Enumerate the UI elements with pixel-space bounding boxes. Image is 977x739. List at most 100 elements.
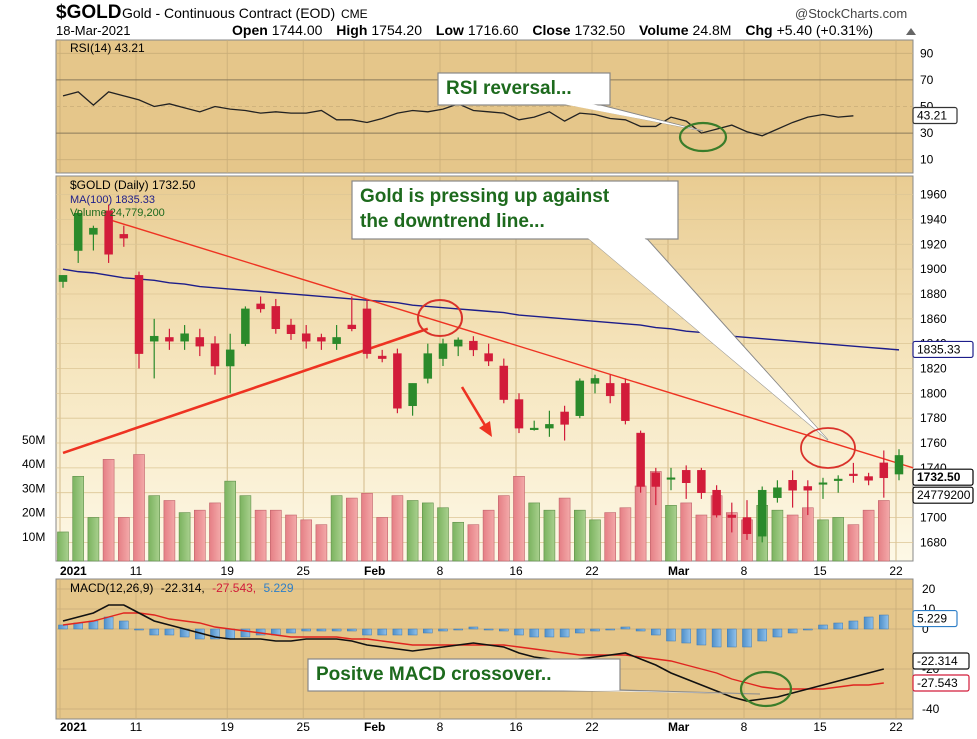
macd-hist-bar: [164, 628, 175, 636]
macd-hist-bar: [377, 628, 387, 636]
candle-body: [666, 477, 676, 480]
macd-hist-bar: [681, 628, 691, 644]
candle-body: [712, 489, 721, 516]
chart-symbol: $GOLD: [56, 2, 122, 23]
macd-value-tag-box: [912, 652, 970, 670]
candle-body: [651, 472, 661, 487]
x-tick-label-bottom: 8: [437, 720, 444, 734]
macd-hist-bar: [727, 628, 737, 648]
volume-bar: [361, 492, 373, 562]
macd-hist-bar: [818, 624, 828, 630]
candle-body: [73, 213, 83, 251]
macd-hist-bar: [286, 628, 296, 634]
low-label: Low: [435, 22, 464, 38]
open-label: Open: [232, 22, 268, 38]
macd-hist-bar: [407, 628, 418, 636]
price-tick-label: 1680: [920, 535, 947, 549]
candle-body: [180, 333, 189, 342]
x-tick-label: 11: [130, 564, 143, 578]
signal-value-tag: -27.543: [917, 676, 958, 690]
price-value-tag-box: [912, 468, 974, 486]
volume-bar: [801, 507, 814, 562]
candle-body: [499, 365, 509, 400]
macd-hist-bar: [787, 628, 798, 634]
macd-hist-bar: [590, 628, 600, 632]
price-callout-text: the downtrend line...: [360, 211, 545, 232]
candle-body: [560, 411, 569, 425]
candle-body: [894, 455, 904, 475]
volume-bar: [102, 459, 115, 562]
price-callout-text: Gold is pressing up against: [360, 186, 610, 207]
x-tick-label: 22: [585, 564, 599, 578]
ma-value-tag-box: [912, 340, 974, 359]
candle-body: [225, 349, 235, 367]
volume-bar: [376, 517, 389, 562]
candle-body: [621, 383, 630, 421]
chart-date: 18-Mar-2021: [56, 23, 131, 38]
candle-body: [271, 306, 281, 330]
ma100-line: [62, 268, 900, 351]
rsi-value-tag: 43.21: [917, 109, 947, 123]
macd-hist-bar: [225, 628, 235, 640]
macd-hist-bar: [499, 628, 509, 632]
volume-tick-label: 10M: [22, 530, 45, 544]
candle-body: [332, 337, 341, 344]
macd-legend: MACD(12,26,9) -22.314, -27.543, 5.229: [70, 581, 294, 595]
breakout-circle: [417, 299, 463, 337]
volume-value-tag: 24779200: [917, 488, 971, 502]
x-tick-label-bottom: 22: [889, 720, 903, 734]
price-tick-label: 1960: [920, 188, 947, 202]
macd-legend-signal: -27.543,: [212, 581, 256, 595]
candle-body: [149, 335, 159, 342]
rsi-tick-label: 70: [920, 73, 934, 87]
volume-bar: [330, 495, 343, 562]
chg-value: +5.40 (+0.31%): [776, 22, 874, 38]
volume-bar: [57, 531, 69, 562]
candle-body: [89, 227, 98, 235]
macd-callout-box: [307, 658, 621, 692]
macd-hist-bar: [529, 628, 539, 638]
price-tick-label: 1860: [920, 312, 947, 326]
price-tick-label: 1880: [920, 287, 947, 301]
macd-hist-bar: [879, 614, 889, 630]
grid-lines: [56, 40, 913, 719]
macd-hist-bar: [316, 628, 327, 632]
volume-series: [57, 454, 890, 562]
x-tick-label-bottom: Mar: [668, 720, 690, 734]
x-tick-label: 22: [889, 564, 903, 578]
rsi-circle: [678, 121, 728, 153]
pressing-circle: [800, 427, 856, 469]
x-tick-label-bottom: 19: [221, 720, 235, 734]
downtrend-line: [108, 218, 914, 469]
candle-body: [317, 337, 326, 342]
macd-tick-label: 0: [922, 622, 929, 636]
candle-body: [697, 470, 706, 493]
candle-body: [453, 339, 463, 347]
x-tick-label-bottom: 16: [509, 720, 523, 734]
volume-bar: [239, 495, 252, 562]
volume-bar: [543, 509, 556, 562]
macd-hist-bar: [863, 616, 874, 630]
volume-bar: [133, 454, 145, 562]
ohlc-bar: Open 1744.00 High 1754.20 Low 1716.60 Close…: [232, 22, 883, 38]
macd-hist-bar: [575, 628, 585, 634]
x-tick-label-bottom: 2021: [60, 720, 87, 734]
settings-triangle-icon[interactable]: [906, 28, 916, 35]
macd-circle: [739, 670, 793, 708]
macd-hist-bar: [468, 626, 479, 630]
candle-body: [636, 432, 645, 487]
volume-bar: [194, 509, 206, 562]
candle-body: [119, 234, 129, 239]
x-tick-label-bottom: 8: [741, 720, 748, 734]
volume-bar: [786, 514, 799, 562]
axis-labels: 9070503010196019401920190018801860184018…: [22, 46, 974, 734]
candle-body: [575, 380, 585, 416]
chart-title: Gold - Continuous Contract (EOD): [122, 5, 336, 21]
macd-hist-bar: [210, 628, 220, 640]
macd-hist-bar: [103, 616, 114, 630]
macd-hist-bar: [803, 628, 813, 631]
candle-body: [605, 383, 615, 397]
macd-hist-bar: [666, 628, 676, 642]
volume-bar: [680, 502, 693, 562]
price-tick-label: 1700: [920, 511, 947, 525]
